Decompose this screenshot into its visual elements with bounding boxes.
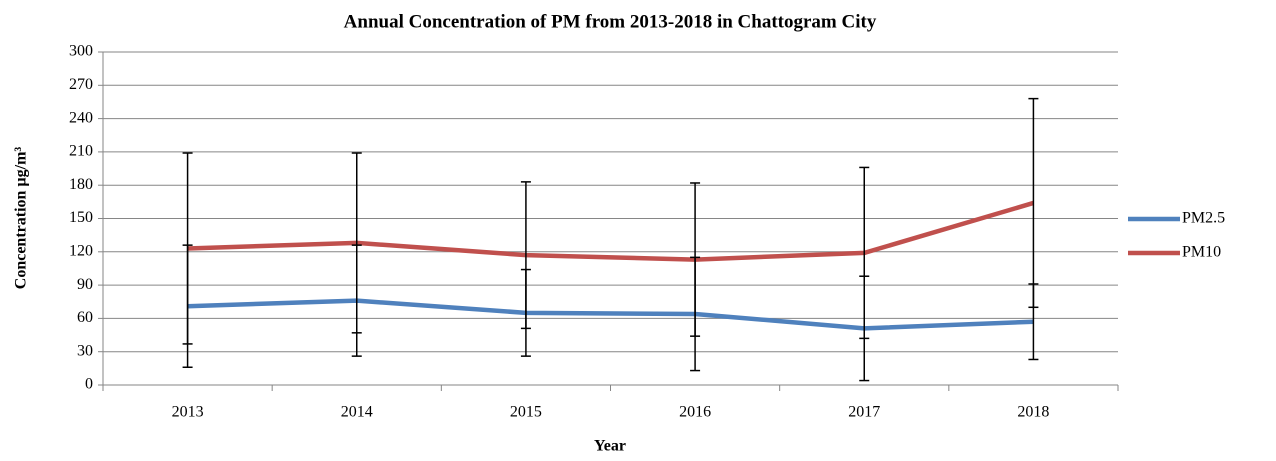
x-axis-label: Year	[594, 438, 626, 455]
error-bar	[1028, 97, 1039, 309]
series-line	[187, 200, 1035, 262]
x-tick-label: 2016	[679, 404, 711, 421]
legend-label: PM10	[1182, 244, 1221, 261]
x-tick-label: 2013	[172, 404, 204, 421]
y-tick-label: 150	[69, 209, 93, 226]
series-line	[187, 298, 1034, 331]
y-tick-label: 240	[69, 109, 93, 126]
x-tick-label: 2017	[848, 404, 880, 421]
error-bar	[182, 152, 193, 345]
y-tick-label: 120	[69, 242, 93, 259]
y-tick-label: 0	[85, 376, 93, 393]
y-tick-label: 30	[77, 342, 93, 359]
x-tick-label: 2015	[510, 404, 542, 421]
y-tick-label: 90	[77, 276, 93, 293]
error-bar	[690, 182, 701, 337]
y-tick-label: 180	[69, 176, 93, 193]
legend-label: PM2.5	[1182, 210, 1225, 227]
y-tick-label: 270	[69, 76, 93, 93]
error-bar	[520, 181, 531, 330]
error-bar	[351, 152, 362, 334]
y-tick-label: 300	[69, 43, 93, 60]
y-tick-label: 60	[77, 309, 93, 326]
y-axis-label: Concentration µg/m³	[13, 147, 30, 290]
x-tick-label: 2018	[1017, 404, 1049, 421]
x-tick-label: 2014	[341, 404, 373, 421]
y-tick-label: 210	[69, 143, 93, 160]
chart-title: Annual Concentration of PM from 2013-201…	[344, 11, 877, 32]
error-bar	[859, 166, 870, 340]
